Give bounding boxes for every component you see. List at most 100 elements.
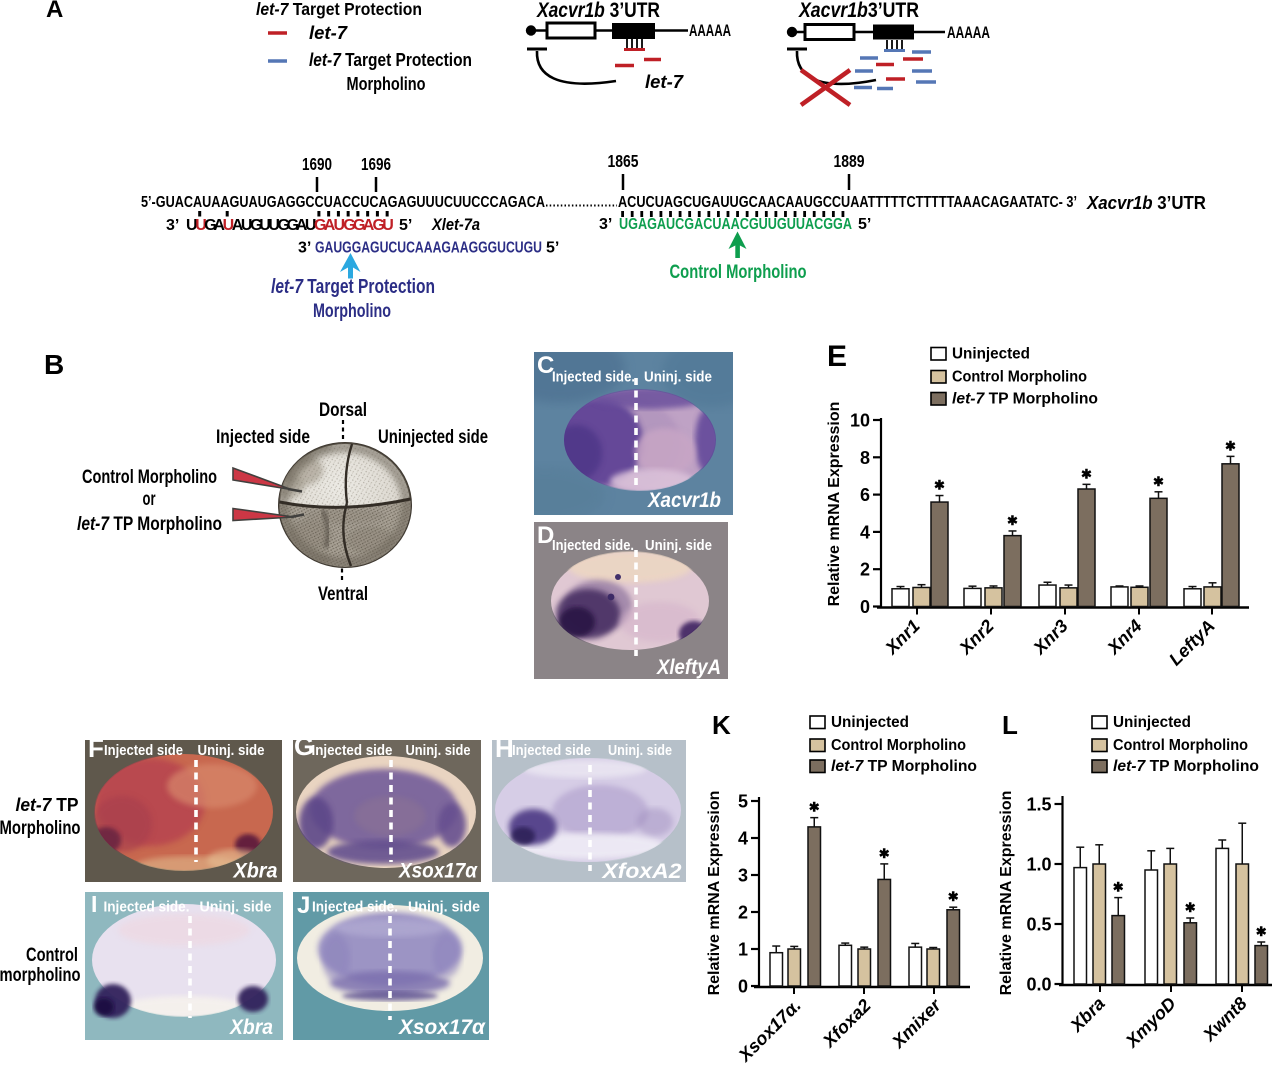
svg-text:Ventral: Ventral <box>318 584 368 605</box>
svg-text:0: 0 <box>738 977 748 997</box>
svg-text:6: 6 <box>860 485 870 505</box>
svg-text:let-7 TP Morpholino: let-7 TP Morpholino <box>1113 758 1259 775</box>
svg-text:D: D <box>537 522 554 549</box>
svg-text:1865: 1865 <box>608 151 639 171</box>
svg-text:E: E <box>827 340 847 373</box>
svg-text:Uninj. side: Uninj. side <box>198 742 265 759</box>
svg-text:Xmixer: Xmixer <box>888 994 946 1052</box>
svg-text:Injected side.: Injected side. <box>104 899 190 916</box>
svg-text:Xsox17α: Xsox17α <box>398 1016 486 1039</box>
svg-text:Injected side.: Injected side. <box>312 899 398 916</box>
svg-text:let-7 Target Protection: let-7 Target Protection <box>256 0 422 19</box>
svg-text:F: F <box>88 733 104 763</box>
svg-text:Control: Control <box>26 945 78 966</box>
svg-text:K: K <box>712 710 731 740</box>
svg-text:4: 4 <box>738 829 748 849</box>
svg-text:XleftyA: XleftyA <box>656 656 721 679</box>
svg-text:let-7 TP Morpholino: let-7 TP Morpholino <box>952 391 1098 408</box>
svg-text:Xacvr1b 3’UTR: Xacvr1b 3’UTR <box>1086 193 1206 213</box>
svg-text:Injected side: Injected side <box>312 742 393 759</box>
svg-text:✱: ✱ <box>879 846 890 861</box>
svg-text:0: 0 <box>860 597 870 617</box>
svg-text:Relative mRNA Expression: Relative mRNA Expression <box>706 791 723 996</box>
svg-text:✱: ✱ <box>1256 924 1267 939</box>
svg-text:Uninjected: Uninjected <box>952 346 1030 363</box>
svg-text:✱: ✱ <box>948 889 959 904</box>
svg-text:1.5: 1.5 <box>1026 795 1051 815</box>
svg-text:GAUGGAGU: GAUGGAGU <box>314 217 394 234</box>
svg-text:1.0: 1.0 <box>1026 855 1051 875</box>
svg-text:let-7 TP: let-7 TP <box>16 794 79 815</box>
svg-text:Morpholino: Morpholino <box>0 818 81 839</box>
svg-text:Xwnt8: Xwnt8 <box>1198 993 1250 1045</box>
svg-text:8: 8 <box>860 448 870 468</box>
svg-text:Relative mRNA Expression: Relative mRNA Expression <box>826 402 843 607</box>
svg-text:1889: 1889 <box>834 151 865 171</box>
svg-text:let-7: let-7 <box>645 72 684 92</box>
svg-text:2: 2 <box>738 903 748 923</box>
svg-text:Uninjected: Uninjected <box>831 714 909 731</box>
svg-text:Xnr1: Xnr1 <box>881 616 924 659</box>
svg-text:3’: 3’ <box>166 217 179 234</box>
svg-text:UGAGAUCGACUAACGUUGUUACGGA: UGAGAUCGACUAACGUUGUUACGGA <box>619 216 852 233</box>
svg-text:GAUGGAGUCUCAAAGAAGGGUCUGU: GAUGGAGUCUCAAAGAAGGGUCUGU <box>315 240 542 257</box>
svg-text:Xbra: Xbra <box>233 860 278 883</box>
svg-text:Relative mRNA Expression: Relative mRNA Expression <box>998 791 1015 996</box>
svg-text:Xlet-7a: Xlet-7a <box>431 215 480 234</box>
svg-text:J: J <box>297 892 310 919</box>
svg-text:LeftyA: LeftyA <box>1165 616 1219 670</box>
svg-text:Control Morpholino: Control Morpholino <box>1113 737 1248 754</box>
svg-text:3’: 3’ <box>599 216 612 233</box>
svg-text:✱: ✱ <box>1007 513 1018 528</box>
svg-text:let-7: let-7 <box>309 23 348 43</box>
svg-text:L: L <box>1002 710 1018 740</box>
svg-text:let-7 Target Protection: let-7 Target Protection <box>309 50 472 70</box>
svg-text:let-7 Target Protection: let-7 Target Protection <box>271 276 435 298</box>
svg-text:2: 2 <box>860 560 870 580</box>
svg-text:5’-GUACAUAAGUAUGAGGCCUACCUCAGA: 5’-GUACAUAAGUAUGAGGCCUACCUCAGAGUUUCUUCCC… <box>141 194 545 211</box>
svg-text:XmyoD: XmyoD <box>1121 993 1180 1052</box>
svg-text:A: A <box>46 0 63 23</box>
svg-text:1696: 1696 <box>361 154 391 174</box>
svg-text:1690: 1690 <box>302 154 332 174</box>
svg-text:or: or <box>143 489 156 510</box>
svg-text:XfoxA2: XfoxA2 <box>601 860 681 883</box>
svg-text:5’: 5’ <box>399 217 412 234</box>
svg-text:Injected side: Injected side <box>512 742 591 759</box>
svg-text:let-7 TP Morpholino: let-7 TP Morpholino <box>77 514 222 535</box>
svg-text:G: G <box>294 731 314 761</box>
svg-text:Morpholino: Morpholino <box>313 301 391 322</box>
svg-text:Uninj. side: Uninj. side <box>200 899 272 916</box>
svg-text:4: 4 <box>860 522 870 542</box>
svg-text:3: 3 <box>738 866 748 886</box>
svg-text:morpholino: morpholino <box>0 965 81 986</box>
svg-text:AAAAA: AAAAA <box>689 22 731 40</box>
svg-text:Uninjected side: Uninjected side <box>378 427 488 448</box>
svg-text:Injected side.: Injected side. <box>552 369 635 386</box>
svg-text:Dorsal: Dorsal <box>319 400 367 421</box>
svg-text:Xnr3: Xnr3 <box>1029 616 1072 659</box>
svg-text:C: C <box>537 352 554 379</box>
svg-text:1: 1 <box>738 940 748 960</box>
svg-text:B: B <box>44 349 64 380</box>
svg-text:Morpholino: Morpholino <box>347 74 426 94</box>
svg-text:✱: ✱ <box>1225 438 1236 453</box>
svg-text:Injected side: Injected side <box>216 427 310 448</box>
svg-text:Injected side: Injected side <box>104 742 183 759</box>
svg-text:0.0: 0.0 <box>1026 975 1051 995</box>
svg-text:5’: 5’ <box>546 240 559 257</box>
svg-text:10: 10 <box>850 411 870 431</box>
svg-text:let-7 TP Morpholino: let-7 TP Morpholino <box>831 758 977 775</box>
svg-text:Uninjected: Uninjected <box>1113 714 1191 731</box>
svg-text:Xbra: Xbra <box>229 1016 273 1039</box>
svg-text:Xbra: Xbra <box>1066 993 1109 1036</box>
svg-text:Control Morpholino: Control Morpholino <box>82 467 217 488</box>
svg-text:5’: 5’ <box>858 216 871 233</box>
svg-text:Uninj. side: Uninj. side <box>608 742 672 759</box>
svg-text:5: 5 <box>738 792 748 812</box>
svg-text:Xsox17α.: Xsox17α. <box>734 995 805 1065</box>
svg-text:✱: ✱ <box>934 478 945 493</box>
svg-text:Uninj. side: Uninj. side <box>644 369 712 386</box>
svg-text:Xsox17α: Xsox17α <box>398 860 478 883</box>
svg-text:✱: ✱ <box>1185 900 1196 915</box>
